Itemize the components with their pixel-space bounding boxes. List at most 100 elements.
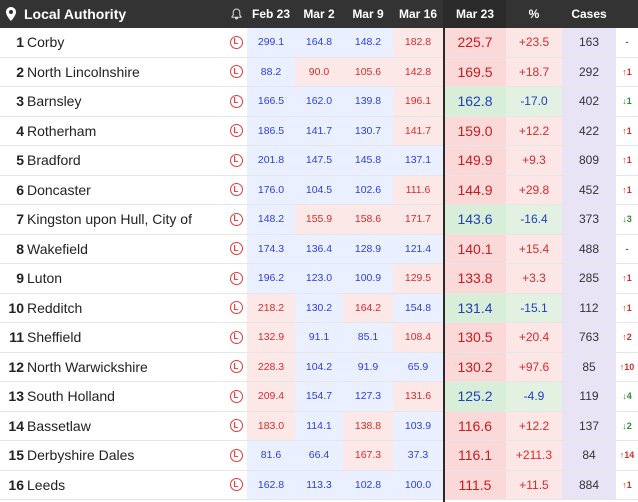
weekly-rate-cell: 139.8 [343,87,393,116]
bell-icon[interactable] [226,0,246,28]
percent-change-cell: +18.7 [506,57,562,86]
weekly-rate-cell: 196.2 [247,264,295,293]
rank-change-indicator: ↓2 [622,420,632,431]
percent-change-cell: -17.0 [506,87,562,116]
column-header-rate[interactable]: Mar 23 [444,0,506,28]
authority-name[interactable]: Wakefield [27,240,88,257]
lockdown-icon: L [229,35,243,49]
column-header-week-4[interactable]: Mar 16 [398,7,438,21]
authority-name[interactable]: Kingston upon Hull, City of [27,211,192,228]
table-row[interactable]: 16 Leeds L 162.8 113.3 102.8 100.0 111.5 +11.5 88… [0,470,638,500]
weekly-rate-cell: 209.4 [247,382,295,411]
table-row[interactable]: 11 Sheffield L 132.9 91.1 85.1 108.4 130.5 +20.4… [0,323,638,353]
rank-change-indicator: ↓1 [622,96,632,107]
weekly-rate-cell: 136.4 [295,234,343,263]
table-row[interactable]: 8 Wakefield L 174.3 136.4 128.9 121.4 140.1 +15.… [0,234,638,264]
rank-change-indicator: ↑14 [619,450,635,461]
weekly-rate-cell: 66.4 [295,441,343,470]
current-rate-cell: 143.6 [444,205,506,234]
authority-name[interactable]: Sheffield [27,329,82,346]
weekly-rate-cell: 148.2 [343,28,393,57]
authority-name[interactable]: Derbyshire Dales [27,447,135,464]
weekly-rate-cell: 201.8 [247,146,295,175]
authority-name[interactable]: Doncaster [27,181,91,198]
lockdown-icon-cell: L [226,323,246,352]
weekly-rate-cell: 162.8 [247,470,295,499]
weekly-rate-cell: 102.6 [343,175,393,204]
weekly-rate-cell: 142.8 [393,57,443,86]
column-header-percent[interactable]: % [528,7,540,21]
weekly-rate-cell: 65.9 [393,352,443,381]
rank-number: 11 [9,329,24,346]
table-row[interactable]: 13 South Holland L 209.4 154.7 127.3 131.6 125.… [0,382,638,412]
lockdown-icon-cell: L [226,117,246,146]
current-rate-cell: 159.0 [444,116,506,145]
column-header-local-authority[interactable]: Local Authority [24,6,127,22]
weekly-rate-cell: 154.8 [393,293,443,322]
cases-cell: 85 [562,352,616,381]
lockdown-icon: L [229,94,243,108]
rank-change-indicator: ↑1 [622,125,632,136]
authority-name[interactable]: South Holland [27,388,115,405]
table-row[interactable]: 7 Kingston upon Hull, City of L 148.2 155.9 1… [0,205,638,235]
authority-name[interactable]: Rotherham [27,122,97,139]
weekly-rate-cell: 182.8 [393,28,443,57]
current-rate-cell: 169.5 [444,57,506,86]
rank-number: 1 [16,34,24,51]
weekly-rate-cell: 176.0 [247,175,295,204]
cases-cell: 285 [562,264,616,293]
weekly-rate-cell: 108.4 [393,323,443,352]
rank-number: 5 [16,152,24,169]
weekly-rate-cell: 121.4 [393,234,443,263]
weekly-rate-cell: 100.9 [343,264,393,293]
authority-name[interactable]: Barnsley [27,93,82,110]
cases-cell: 884 [562,470,616,499]
percent-change-cell: -16.4 [506,205,562,234]
table-row[interactable]: 6 Doncaster L 176.0 104.5 102.6 111.6 144.9 +29.… [0,175,638,205]
rank-change-indicator: ↑1 [622,273,632,284]
authority-name[interactable]: North Warwickshire [27,358,148,375]
weekly-rate-cell: 103.9 [393,411,443,440]
column-header-week-3[interactable]: Mar 9 [352,7,384,21]
table-row[interactable]: 1 Corby L 299.1 164.8 148.2 182.8 225.7 +23.5 163… [0,28,638,58]
weekly-rate-cell: 186.5 [247,116,295,145]
cases-cell: 163 [562,28,616,57]
table-row[interactable]: 2 North Lincolnshire L 88.2 90.0 105.6 142.8 16… [0,57,638,87]
weekly-rate-cell: 174.3 [247,234,295,263]
table-row[interactable]: 9 Luton L 196.2 123.0 100.9 129.5 133.8 +3.3 285 ↑… [0,264,638,294]
cases-cell: 373 [562,205,616,234]
weekly-rate-cell: 299.1 [247,28,295,57]
cases-cell: 112 [562,293,616,322]
authority-name[interactable]: Luton [27,270,63,287]
lockdown-icon-cell: L [226,205,246,234]
authority-name[interactable]: Leeds [27,476,66,493]
column-header-cases[interactable]: Cases [571,7,607,21]
authority-name[interactable]: Bassetlaw [27,417,91,434]
authority-name[interactable]: Corby [27,34,65,51]
authority-name[interactable]: Bradford [27,152,81,169]
column-header-week-2[interactable]: Mar 2 [303,7,335,21]
table-row[interactable]: 10 Redditch L 218.2 130.2 164.2 154.8 131.4 -15.… [0,293,638,323]
table-row[interactable]: 5 Bradford L 201.8 147.5 145.8 137.1 149.9 +9.3 8… [0,146,638,176]
rank-change-indicator: ↑1 [622,302,632,313]
weekly-rate-cell: 145.8 [343,146,393,175]
authority-name[interactable]: Redditch [27,299,83,316]
weekly-rate-cell: 129.5 [393,264,443,293]
weekly-rate-cell: 85.1 [343,323,393,352]
cases-cell: 137 [562,411,616,440]
table-row[interactable]: 3 Barnsley L 166.5 162.0 139.8 196.1 162.8 -17.0… [0,87,638,117]
lockdown-icon: L [229,389,243,403]
table-row[interactable]: 14 Bassetlaw L 183.0 114.1 138.8 103.9 116.6 +12… [0,411,638,441]
lockdown-icon-cell: L [226,441,246,470]
table-row[interactable]: 4 Rotherham L 186.5 141.7 130.7 141.7 159.0 +12.… [0,116,638,146]
weekly-rate-cell: 158.6 [343,205,393,234]
table-row[interactable]: 12 North Warwickshire L 228.3 104.2 91.9 65.9 1… [0,352,638,382]
lockdown-icon-cell: L [226,353,246,382]
table-row[interactable]: 15 Derbyshire Dales L 81.6 66.4 167.3 37.3 116.… [0,441,638,471]
authority-name[interactable]: North Lincolnshire [27,63,140,80]
cases-cell: 488 [562,234,616,263]
column-header-week-1[interactable]: Feb 23 [251,7,290,21]
weekly-rate-cell: 147.5 [295,146,343,175]
current-rate-cell: 131.4 [444,293,506,322]
weekly-rate-cell: 141.7 [393,116,443,145]
